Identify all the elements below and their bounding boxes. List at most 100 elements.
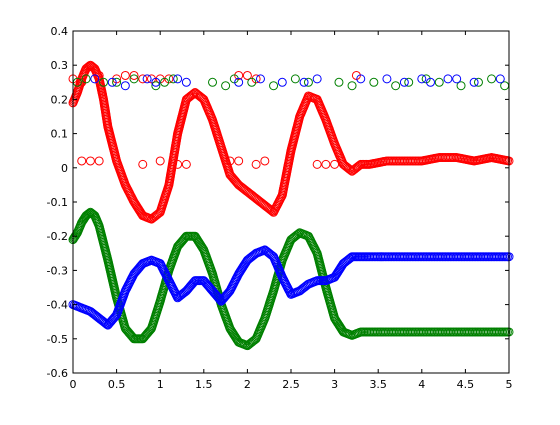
data-point — [487, 74, 497, 84]
y-tick-label: 0.4 — [51, 25, 69, 38]
data-point — [330, 159, 340, 169]
data-point — [142, 74, 152, 84]
data-point — [85, 156, 95, 166]
data-point — [138, 74, 148, 84]
data-point — [312, 159, 322, 169]
data-point — [181, 159, 191, 169]
y-tick-label: -0.5 — [47, 333, 68, 346]
data-point — [77, 156, 87, 166]
data-point — [434, 77, 444, 87]
data-point — [443, 74, 453, 84]
series-2 — [68, 245, 514, 330]
series-6 — [90, 74, 505, 91]
data-point — [404, 77, 414, 87]
data-point — [417, 74, 427, 84]
data-point — [225, 156, 235, 166]
data-point — [155, 156, 165, 166]
x-tick-label: 0 — [70, 378, 77, 391]
data-point — [312, 74, 322, 84]
y-axis: -0.6 -0.5 -0.4 -0.3 -0.2 -0.1 0 0.1 0.2 0.3 0.4 — [47, 25, 509, 380]
x-tick-label: 3 — [331, 378, 338, 391]
data-point — [173, 74, 183, 84]
data-point — [120, 81, 130, 91]
data-point — [100, 318, 110, 328]
x-tick-label: 2 — [244, 378, 251, 391]
data-point — [129, 70, 139, 80]
data-point — [299, 77, 309, 87]
y-tick-label: 0 — [61, 162, 68, 175]
data-point — [391, 81, 401, 91]
data-point — [112, 77, 122, 87]
y-tick-label: 0.2 — [51, 93, 69, 106]
data-point — [321, 159, 331, 169]
x-tick-label: 4.5 — [457, 378, 475, 391]
data-point — [107, 77, 117, 87]
data-point — [247, 77, 257, 87]
series-5 — [72, 74, 510, 91]
y-tick-label: -0.1 — [47, 196, 68, 209]
y-tick-label: -0.3 — [47, 264, 68, 277]
data-point — [469, 77, 479, 87]
data-point — [255, 74, 265, 84]
data-point — [346, 165, 356, 175]
x-tick-label: 4 — [418, 378, 425, 391]
data-point — [173, 159, 183, 169]
data-point — [356, 74, 366, 84]
y-tick-label: -0.6 — [47, 367, 68, 380]
data-point — [251, 159, 261, 169]
data-point — [88, 209, 98, 219]
data-point — [334, 77, 344, 87]
data-point — [189, 89, 199, 99]
y-tick-label: 0.3 — [51, 59, 69, 72]
x-tick-label: 1 — [157, 378, 164, 391]
data-point — [473, 77, 483, 87]
data-point — [277, 77, 287, 87]
y-tick-label: 0.1 — [51, 128, 69, 141]
data-point — [90, 74, 100, 84]
data-point — [160, 77, 170, 87]
x-tick-label: 2.5 — [282, 378, 300, 391]
data-point — [151, 81, 161, 91]
data-point — [234, 156, 244, 166]
data-point — [84, 208, 94, 218]
data-point — [426, 77, 436, 87]
data-point — [290, 74, 300, 84]
data-point — [88, 62, 98, 72]
data-point — [99, 77, 109, 87]
data-point — [347, 81, 357, 91]
data-point — [208, 77, 218, 87]
data-point — [495, 74, 505, 84]
data-marks — [68, 60, 514, 351]
data-point — [369, 77, 379, 87]
x-tick-label: 1.5 — [195, 378, 213, 391]
data-point — [84, 61, 94, 71]
data-point — [94, 156, 104, 166]
y-tick-label: -0.4 — [47, 299, 68, 312]
data-point — [138, 159, 148, 169]
data-point — [242, 70, 252, 80]
data-point — [221, 81, 231, 91]
data-point — [382, 74, 392, 84]
plot-area — [73, 31, 509, 373]
data-point — [456, 81, 466, 91]
data-point — [81, 74, 91, 84]
data-point — [303, 77, 313, 87]
data-point — [399, 77, 409, 87]
data-point — [129, 74, 139, 84]
data-point — [269, 81, 279, 91]
x-axis: 0 0.5 1 1.5 2 2.5 3 3.5 4 4.5 5 — [70, 31, 513, 391]
x-tick-label: 3.5 — [369, 378, 387, 391]
data-point — [168, 74, 178, 84]
y-tick-label: -0.2 — [47, 230, 68, 243]
data-point — [260, 156, 270, 166]
data-point — [181, 77, 191, 87]
series-4 — [77, 156, 340, 169]
x-tick-label: 0.5 — [108, 378, 126, 391]
x-tick-label: 5 — [506, 378, 513, 391]
data-point — [120, 70, 130, 80]
data-point — [151, 77, 161, 87]
data-point — [452, 74, 462, 84]
data-point — [234, 77, 244, 87]
